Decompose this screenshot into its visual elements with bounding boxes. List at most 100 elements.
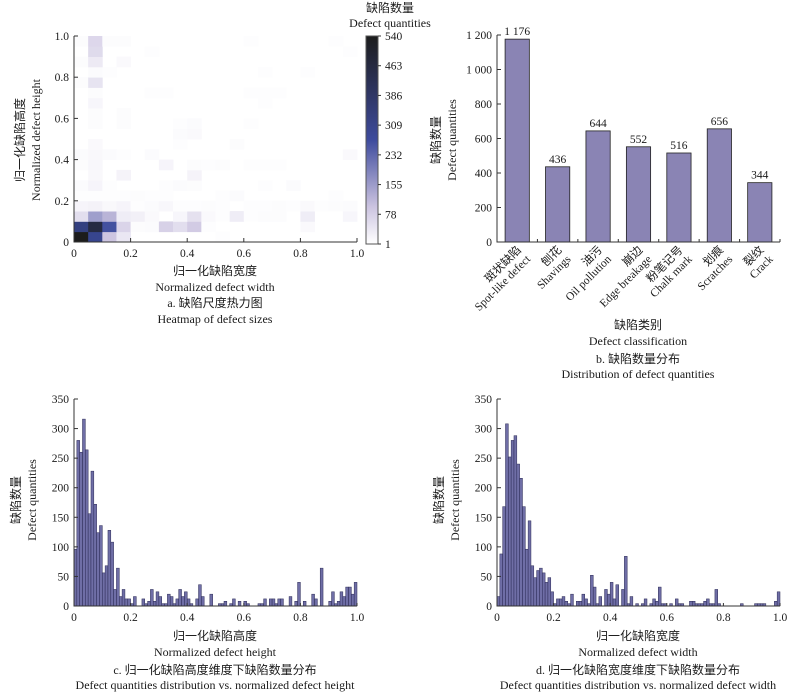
heatmap-cell xyxy=(116,211,131,222)
height-histogram-bar xyxy=(195,598,199,607)
heatmap-cell xyxy=(88,200,103,212)
height-histogram-bar xyxy=(269,598,273,607)
width-histogram-bar xyxy=(513,435,518,607)
heatmap-x-tick-label: 1.0 xyxy=(350,248,365,260)
height-histogram-bar xyxy=(133,596,137,607)
width-histogram-bar xyxy=(624,556,628,607)
heatmap-cell xyxy=(328,200,344,212)
colorbar-tick-label: 1 xyxy=(385,239,391,251)
width-histogram-bar xyxy=(499,553,503,607)
heatmap-y-tick-label: 0.8 xyxy=(55,72,70,84)
heatmap-cell xyxy=(74,159,89,171)
width-histogram-ticks: 0 0.2 0.4 0.6 0.8 1.0 0 50 100 150 200 250 300 350 xyxy=(475,394,788,624)
heatmap-cell xyxy=(215,159,231,171)
bar xyxy=(666,152,692,243)
heatmap-cell xyxy=(272,200,287,212)
heatmap-cell xyxy=(187,118,202,130)
heatmap-x-tick-label: 0.6 xyxy=(237,248,252,260)
colorbar-tick-label: 309 xyxy=(385,120,403,132)
width-histogram-bar xyxy=(547,577,552,607)
width-hist-caption-en: Defect quantities distribution vs. norma… xyxy=(500,678,776,692)
height-hist-xlabel-en: Normalized defect height xyxy=(154,645,277,659)
heatmap-cell xyxy=(215,200,231,212)
heatmap-cell xyxy=(88,149,103,160)
height-histogram-bar xyxy=(345,586,349,607)
heatmap-cell xyxy=(300,66,315,78)
heatmap-cell xyxy=(144,46,160,57)
width-histogram-bar xyxy=(556,598,560,607)
bar-xlabel-en: Defect classification xyxy=(589,334,687,348)
height-histogram-y-tick-label: 250 xyxy=(52,453,70,465)
height-histogram-ticks: 0 0.2 0.4 0.6 0.8 1.0 0 50 100 150 200 250 300 350 xyxy=(52,394,365,624)
bar-value-label: 552 xyxy=(630,134,648,146)
width-histogram-bar xyxy=(592,586,597,607)
bar xyxy=(747,182,773,243)
heatmap-cell xyxy=(74,56,89,68)
width-histogram-bar xyxy=(530,565,535,607)
height-histogram-bar xyxy=(297,582,301,607)
heatmap-cell xyxy=(88,211,103,222)
width-histogram-bar xyxy=(578,601,583,607)
heatmap-cell xyxy=(229,190,245,202)
height-histogram-bar xyxy=(79,451,83,607)
height-histogram-y-tick-label: 0 xyxy=(63,601,69,613)
height-histogram-bar xyxy=(319,567,324,607)
heatmap-x-tick-label: 0.8 xyxy=(293,248,308,260)
heatmap-cell xyxy=(257,211,273,222)
heatmap-cell xyxy=(74,77,89,88)
heatmap-cell xyxy=(243,211,259,222)
height-histogram-bar xyxy=(155,591,160,607)
bar xyxy=(706,128,732,243)
colorbar-ticks: 1 78 155 232 309 386 463 540 xyxy=(378,31,403,251)
bar-ylabel-en: Defect quantities xyxy=(445,99,459,181)
width-histogram-bar xyxy=(604,589,608,607)
heatmap-cell xyxy=(102,190,117,202)
heatmap-cell xyxy=(158,87,174,99)
width-hist-ylabel-en: Defect quantities xyxy=(448,459,462,541)
heatmap-cell xyxy=(257,200,273,212)
heatmap-ticks: 0 0.2 0.4 0.6 0.8 1.0 0 0.2 0.4 0.6 0.8 1.0 xyxy=(55,31,365,260)
width-histogram-y-tick-label: 200 xyxy=(475,483,493,495)
width-histogram-bar xyxy=(774,601,778,607)
height-histogram-x-tick-label: 0.4 xyxy=(180,612,195,624)
heatmap-cell xyxy=(300,221,315,233)
heatmap-cell xyxy=(300,211,315,222)
width-histogram-bar xyxy=(658,586,662,607)
height-histogram-bar xyxy=(85,449,89,607)
heatmap-cell xyxy=(116,190,131,202)
heatmap-cell xyxy=(243,87,259,99)
heatmap-cell xyxy=(187,211,202,222)
heatmap-cell xyxy=(215,231,231,243)
height-histogram-bar xyxy=(76,440,80,607)
height-histogram-bar xyxy=(181,596,185,607)
heatmap-cell xyxy=(74,180,89,191)
width-histogram-x-tick-label: 0.6 xyxy=(660,612,675,624)
heatmap-x-tick-label: 0.4 xyxy=(180,248,195,260)
width-histogram-bar xyxy=(575,601,580,607)
height-histogram-bar xyxy=(116,567,120,607)
bar-ticks: 0 200 400 600 800 1 000 1 200 xyxy=(466,30,501,249)
width-histogram-bar xyxy=(609,582,614,607)
heatmap-cell xyxy=(88,159,103,171)
colorbar-tick-label: 232 xyxy=(385,150,403,162)
heatmap-ylabel-en: Normalized defect height xyxy=(29,78,43,201)
width-histogram-bar xyxy=(559,598,563,607)
bar-y-tick-label: 1 200 xyxy=(466,30,492,42)
heatmap-cell xyxy=(342,149,358,160)
heatmap-xlabel-en: Normalized defect width xyxy=(155,280,274,294)
heatmap-cell xyxy=(158,180,174,191)
bar-y-tick-label: 200 xyxy=(475,203,493,215)
height-histogram-bar xyxy=(209,593,213,607)
height-histogram-bar xyxy=(178,589,182,607)
heatmap-cell xyxy=(173,180,188,191)
height-histogram-bar xyxy=(82,418,86,607)
heatmap-cell xyxy=(286,180,301,191)
width-histogram-x-tick-label: 0 xyxy=(494,612,500,624)
height-histogram-y-tick-label: 150 xyxy=(52,512,70,524)
width-histogram-bar xyxy=(522,506,526,607)
width-histogram-bar xyxy=(539,567,543,607)
width-histogram-bar xyxy=(533,577,537,607)
